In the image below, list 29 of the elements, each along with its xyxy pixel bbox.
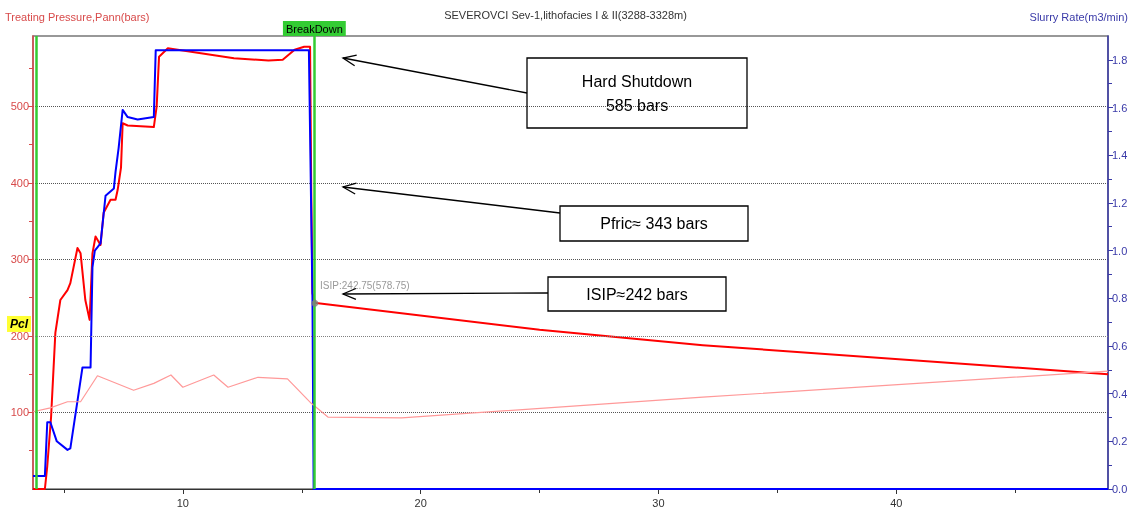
y2-tick-label: 0.8 xyxy=(1112,292,1128,305)
x-tick-label: 40 xyxy=(890,496,903,509)
line-series xyxy=(32,370,1109,419)
y2-tick-label: 0.2 xyxy=(1112,435,1128,448)
y-tick-label: 100 xyxy=(10,406,29,419)
y2-tick-label: 1.4 xyxy=(1112,149,1128,162)
y2-tick-label: 1.2 xyxy=(1112,196,1128,209)
chart-title: SEVEROVCI Sev-1,lithofacies I & II(3288-3328m) xyxy=(444,8,687,21)
annotation: Pfric≈ 343 bars xyxy=(600,215,708,232)
y-tick-label: 200 xyxy=(10,329,29,342)
x-tick-label: 20 xyxy=(414,496,427,509)
y2-tick-label: 1.8 xyxy=(1112,53,1128,66)
y2-axis-title: Slurry Rate(m3/min) xyxy=(1029,10,1128,23)
y2-tick-label: 0.6 xyxy=(1112,339,1128,352)
y2-tick-label: 0.0 xyxy=(1112,483,1128,495)
ref-line-label: Pcl xyxy=(9,316,29,331)
y2-tick-label: 0.4 xyxy=(1112,387,1128,400)
data-label: ISIP:242.75(578.75) xyxy=(320,280,410,292)
y2-tick-label: 1.6 xyxy=(1112,101,1128,114)
y-tick-label: 400 xyxy=(10,176,29,189)
y-axis-title: Treating Pressure,Pann(bars) xyxy=(5,10,150,23)
y-tick-label: 300 xyxy=(10,253,29,266)
x-tick-label: 30 xyxy=(652,496,665,509)
y-tick-label: 500 xyxy=(10,100,29,113)
y2-tick-label: 1.0 xyxy=(1112,244,1128,257)
annotation: ISIP≈242 bars xyxy=(586,285,688,303)
ref-line-label: BreakDown xyxy=(285,22,343,35)
x-tick-label: 10 xyxy=(176,496,189,509)
annotation: Hard Shutdown 585 bars xyxy=(581,72,693,114)
